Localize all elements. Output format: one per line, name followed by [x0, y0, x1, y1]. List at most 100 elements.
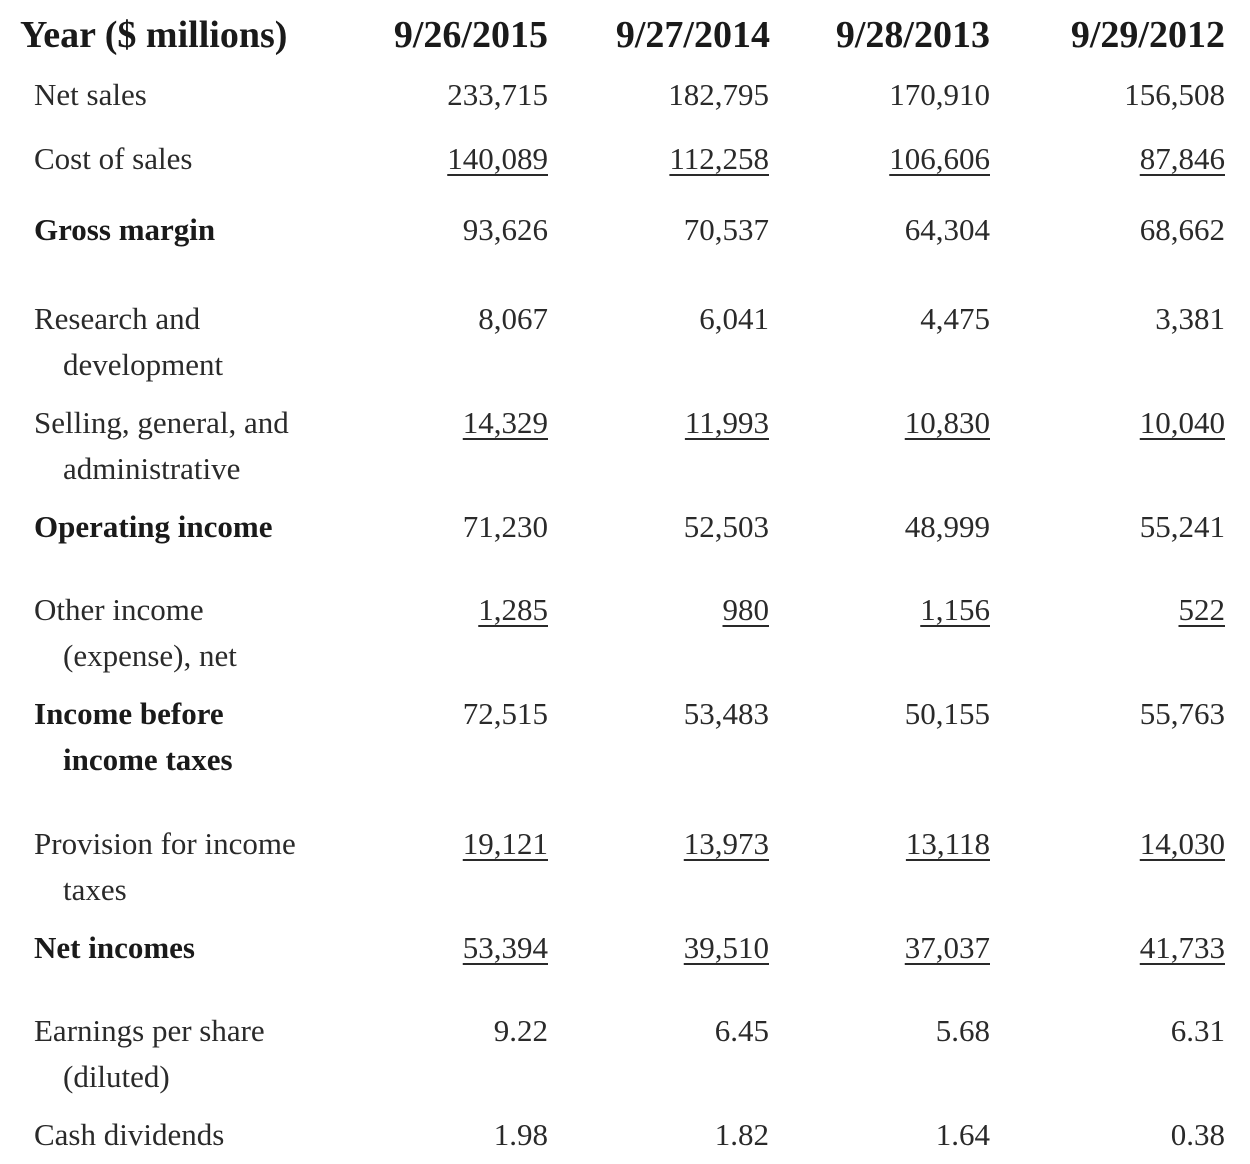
table-cell: 8,067 — [478, 301, 548, 336]
table-cell: 14,030 — [1005, 821, 1225, 867]
table-cell: 3,381 — [1155, 301, 1225, 336]
row-label: Provision for income taxes — [34, 821, 296, 913]
cell-value: 10,040 — [1139, 405, 1225, 440]
cell-value: 14,329 — [462, 405, 548, 440]
cell-value: 37,037 — [904, 930, 990, 965]
table-cell: 68,662 — [1139, 212, 1225, 247]
table-cell: 48,999 — [904, 509, 990, 544]
table-cell: 55,241 — [1139, 509, 1225, 544]
cell-value: 13,118 — [905, 826, 990, 861]
row-label-line1: Net incomes — [34, 930, 195, 965]
table-cell: 10,830 — [770, 400, 990, 446]
table-cell: 156,508 — [1124, 77, 1225, 112]
cell-value: 522 — [1178, 592, 1226, 627]
row-label: Gross margin — [34, 207, 215, 253]
cell-value: 140,089 — [447, 141, 548, 176]
table-cell: 170,910 — [889, 77, 990, 112]
table-cell: 72,515 — [462, 696, 548, 731]
table-cell: 93,626 — [462, 212, 548, 247]
row-label-line2: (expense), net — [63, 638, 237, 673]
table-cell: 11,993 — [549, 400, 769, 446]
cell-value: 980 — [722, 592, 770, 627]
table-cell: 522 — [1005, 587, 1226, 633]
table-cell: 13,973 — [549, 821, 769, 867]
row-label: Net sales — [34, 72, 147, 118]
table-cell: 6.45 — [714, 1013, 769, 1048]
row-label-line1: Income before — [34, 696, 224, 731]
row-label-line1: Provision for income — [34, 826, 296, 861]
table-cell: 1.64 — [935, 1117, 990, 1152]
cell-value: 112,258 — [669, 141, 769, 176]
table-cell: 1.82 — [714, 1117, 769, 1152]
cell-value: 39,510 — [683, 930, 769, 965]
cell-value: 106,606 — [889, 141, 990, 176]
table-cell: 6,041 — [699, 301, 769, 336]
row-label: Operating income — [34, 504, 273, 550]
row-label-line2: development — [63, 347, 224, 382]
column-header: 9/28/2013 — [835, 14, 990, 56]
row-label-line1: Selling, general, and — [34, 405, 289, 440]
cell-value: 19,121 — [462, 826, 548, 861]
table-cell: 13,118 — [770, 821, 990, 867]
table-cell: 0.38 — [1170, 1117, 1225, 1152]
row-label: Cost of sales — [34, 136, 192, 182]
cell-value: 14,030 — [1139, 826, 1225, 861]
header-title: Year ($ millions) — [20, 14, 288, 56]
table-cell: 9.22 — [493, 1013, 548, 1048]
table-cell: 106,606 — [770, 136, 990, 182]
cell-value: 53,394 — [462, 930, 548, 965]
table-cell: 87,846 — [1005, 136, 1225, 182]
table-cell: 6.31 — [1170, 1013, 1225, 1048]
row-label: Cash dividends — [34, 1112, 224, 1158]
row-label-line2: (diluted) — [63, 1059, 170, 1094]
table-cell: 5.68 — [935, 1013, 990, 1048]
table-cell: 19,121 — [328, 821, 548, 867]
column-header: 9/29/2012 — [1070, 14, 1225, 56]
table-cell: 10,040 — [1005, 400, 1225, 446]
row-label-line1: Cash dividends — [34, 1117, 225, 1152]
table-cell: 70,537 — [683, 212, 769, 247]
table-cell: 37,037 — [770, 925, 990, 971]
table-cell: 53,483 — [683, 696, 769, 731]
row-label: Other income (expense), net — [34, 587, 237, 679]
row-label: Net incomes — [34, 925, 195, 971]
table-cell: 1,156 — [770, 587, 990, 633]
table-cell: 980 — [549, 587, 770, 633]
table-cell: 1.98 — [493, 1117, 548, 1152]
table-cell: 4,475 — [920, 301, 990, 336]
row-label: Research and development — [34, 296, 223, 388]
table-cell: 112,258 — [549, 136, 769, 182]
table-cell: 50,155 — [904, 696, 990, 731]
row-label-line1: Gross margin — [34, 212, 216, 247]
table-cell: 64,304 — [904, 212, 990, 247]
column-header: 9/26/2015 — [393, 14, 548, 56]
table-cell: 52,503 — [683, 509, 769, 544]
table-cell: 39,510 — [549, 925, 769, 971]
cell-value: 11,993 — [684, 405, 769, 440]
table-cell: 71,230 — [462, 509, 548, 544]
table-cell: 55,763 — [1139, 696, 1225, 731]
table-cell: 53,394 — [328, 925, 548, 971]
cell-value: 41,733 — [1139, 930, 1225, 965]
table-cell: 140,089 — [328, 136, 548, 182]
row-label-line1: Cost of sales — [34, 141, 193, 176]
row-label-line1: Research and — [34, 301, 201, 336]
row-label-line2: income taxes — [63, 742, 233, 777]
row-label-line1: Net sales — [34, 77, 147, 112]
cell-value: 87,846 — [1139, 141, 1225, 176]
table-cell: 1,285 — [328, 587, 548, 633]
row-label: Earnings per share (diluted) — [34, 1008, 265, 1100]
table-cell: 182,795 — [668, 77, 769, 112]
cell-value: 13,973 — [683, 826, 769, 861]
row-label-line1: Earnings per share — [34, 1013, 265, 1048]
row-label-line2: taxes — [63, 872, 127, 907]
row-label-line1: Operating income — [34, 509, 273, 544]
table-cell: 41,733 — [1005, 925, 1225, 971]
row-label-line2: administrative — [63, 451, 241, 486]
cell-value: 1,156 — [920, 592, 990, 627]
table-cell: 233,715 — [447, 77, 548, 112]
table-cell: 14,329 — [328, 400, 548, 446]
cell-value: 10,830 — [904, 405, 990, 440]
row-label: Selling, general, and administrative — [34, 400, 289, 492]
row-label-line1: Other income — [34, 592, 204, 627]
